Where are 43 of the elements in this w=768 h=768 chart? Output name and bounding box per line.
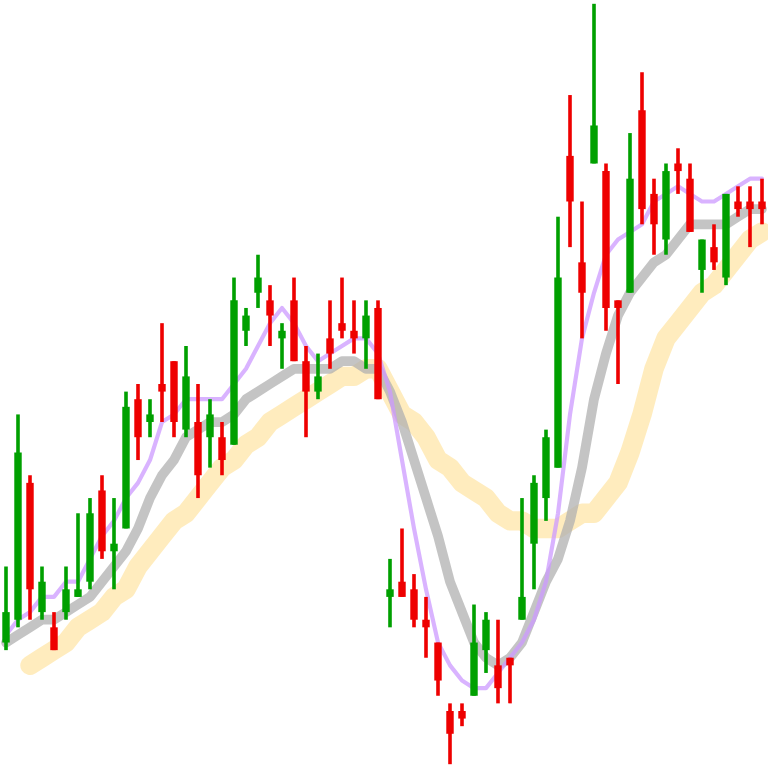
candlestick: [386, 557, 394, 630]
candlestick: [266, 283, 274, 348]
candlestick: [302, 344, 310, 440]
candlestick: [350, 298, 358, 356]
candlestick: [242, 306, 250, 348]
candlestick: [206, 397, 214, 470]
candlestick: [458, 701, 466, 728]
candlestick: [134, 382, 142, 462]
candlestick: [38, 564, 46, 622]
candlestick: [734, 184, 742, 219]
candlestick: [422, 595, 430, 660]
candlestick: [338, 275, 346, 341]
candlestick: [758, 176, 766, 227]
candlestick: [362, 298, 370, 371]
candlestick: [746, 184, 754, 249]
candlestick: [566, 93, 574, 249]
candlestick: [590, 1, 598, 166]
candlestick: [50, 610, 58, 652]
candlestick: [278, 321, 286, 371]
candlestick: [326, 298, 334, 371]
candlestick: [74, 511, 82, 599]
candlestick: [434, 640, 442, 698]
candlestick: [518, 496, 526, 622]
candlestick: [158, 321, 166, 424]
candlestick: [482, 610, 490, 675]
candlestick: [398, 526, 406, 599]
candlestick: [614, 298, 622, 386]
candlestick: [650, 176, 658, 257]
candlestick: [254, 252, 262, 310]
candlestick: [146, 397, 154, 440]
candlestick: [218, 420, 226, 478]
candlestick: [506, 655, 514, 706]
candlestick: [410, 572, 418, 630]
candlestick: [2, 564, 10, 652]
candlestick: [314, 351, 322, 402]
candlestick: [674, 146, 682, 196]
candlestick: [710, 222, 718, 272]
candlestick: [494, 617, 502, 706]
candlestick: [110, 496, 118, 592]
candlestick: [698, 237, 706, 295]
candlestick: [446, 701, 454, 767]
candlestick: [578, 199, 586, 341]
candlestick: [62, 564, 70, 622]
